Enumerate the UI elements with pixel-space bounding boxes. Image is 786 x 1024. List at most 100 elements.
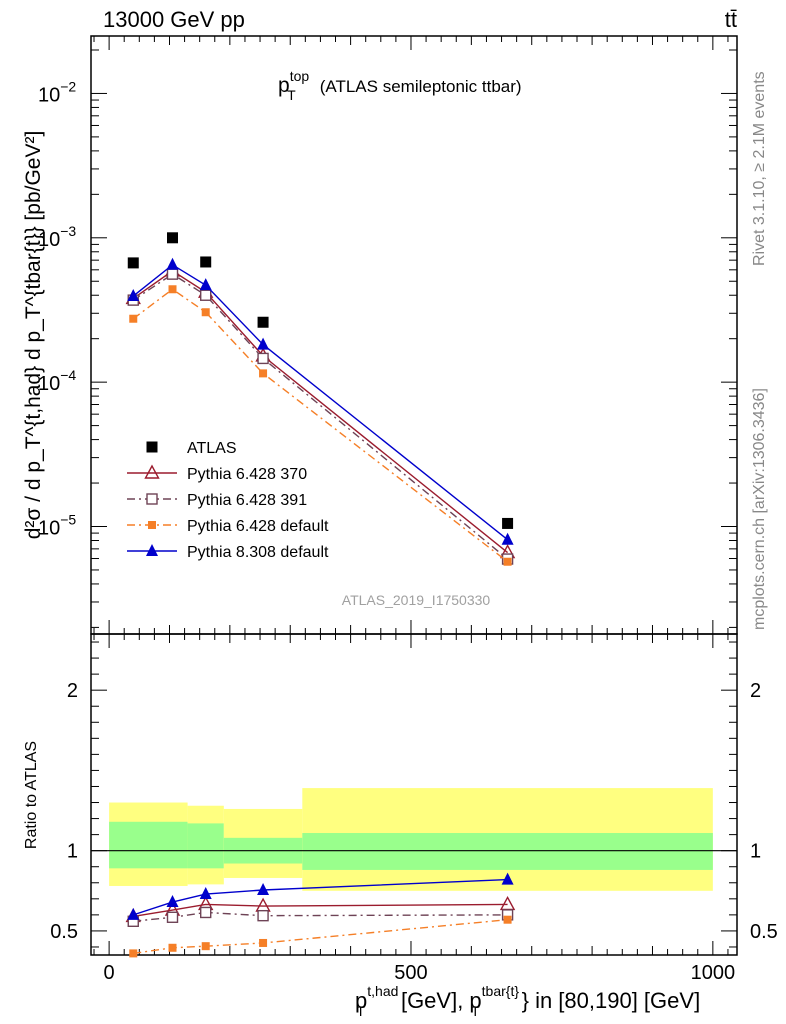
main-y-tick-label: 10−2 (38, 78, 76, 106)
ratio-line (133, 903, 508, 918)
data-point (148, 521, 156, 529)
data-point (255, 897, 271, 912)
legend-entry: ATLAS (146, 440, 237, 457)
data-point (144, 464, 160, 479)
data-point (199, 887, 212, 900)
data-point (501, 872, 514, 885)
legend-label: Pythia 6.428 391 (187, 492, 307, 509)
tick-exp: −3 (60, 223, 76, 239)
ratio-y-tick-label: 1 (67, 841, 78, 863)
data-point (127, 257, 139, 269)
data-point (257, 909, 269, 922)
title-sub: T (287, 87, 296, 103)
ratio-series-pythia-6-428-default (129, 915, 512, 958)
xlabel-p1: p (355, 988, 367, 1013)
data-point (127, 907, 140, 920)
data-point (503, 557, 512, 566)
ratio-band-green (187, 823, 224, 869)
chart-title: ptop T (ATLAS semileptonic ttbar) (278, 68, 522, 103)
data-point (200, 906, 212, 919)
series-line (132, 288, 509, 563)
xlabel-p2: [GeV], p (401, 988, 482, 1013)
ratio-ylabel-text: Ratio to ATLAS (23, 741, 40, 849)
ratio-panel-frame (90, 633, 738, 956)
ratio-line (133, 911, 508, 922)
data-point (201, 308, 210, 317)
rivet-label: Rivet 3.1.10, ≥ 2.1M events (751, 71, 768, 266)
tick-base: 10 (38, 517, 60, 539)
tick-base: 10 (38, 84, 60, 106)
data-point (129, 949, 138, 958)
title-sup: top (290, 68, 310, 84)
data-point (166, 268, 179, 280)
x-tick-label: 1000 (691, 962, 736, 984)
data-point (503, 915, 512, 924)
series-pythia-6-428-default (129, 285, 512, 566)
ratio-y-tick-label: 0.5 (50, 921, 78, 943)
legend-entry: Pythia 6.428 370 (127, 464, 307, 483)
legend-entry: Pythia 6.428 391 (127, 492, 307, 509)
ratio-y-tick-label-right: 1 (750, 841, 761, 863)
xlabel-sub1: T (356, 1003, 365, 1019)
x-tick-label: 0 (104, 962, 115, 984)
main-ylabel-text: d²σ / d p_T^{t,had} d p_T^{tbar{t}} [pb/… (22, 131, 45, 540)
x-tick-label: 500 (394, 962, 427, 984)
energy-label: 13000 GeV pp (103, 7, 245, 32)
series-line (132, 270, 509, 554)
title-suffix: (ATLAS semileptonic ttbar) (320, 77, 522, 96)
xlabel-sup1: t,had (367, 983, 398, 999)
data-point (127, 289, 140, 302)
series-pythia-8-308-default (127, 257, 514, 545)
ratio-axis-ticks: 0 500 1000 0.5 0.5 1 1 2 2 (50, 634, 778, 984)
main-axis-ticks: 10−510−410−310−2 (38, 36, 737, 634)
main-y-tick-label: 10−3 (38, 223, 76, 251)
tick-base: 10 (38, 229, 60, 251)
data-point (259, 938, 268, 947)
data-point (199, 278, 212, 291)
ratio-ylabel: Ratio to ATLAS (23, 741, 40, 849)
main-y-tick-label: 10−5 (38, 511, 76, 539)
ratio-plot-area (125, 872, 516, 958)
legend-entry: Pythia 6.428 default (127, 518, 329, 535)
ratio-y-tick-label-right: 0.5 (750, 921, 778, 943)
data-point (200, 289, 212, 301)
data-point (257, 316, 269, 328)
tick-exp: −2 (60, 78, 76, 94)
ratio-series-pythia-6-428-370 (125, 895, 516, 923)
data-point (259, 369, 268, 378)
data-point (146, 493, 158, 505)
process-label: tt̄ (725, 7, 737, 32)
ratio-band-green (302, 833, 713, 870)
data-point (201, 942, 210, 951)
ratio-bands (91, 788, 737, 891)
data-point (166, 257, 179, 270)
ratio-band-green (109, 821, 188, 869)
legend-label: Pythia 6.428 370 (187, 466, 307, 483)
legend: ATLAS Pythia 6.428 370 Pythia 6.428 391 Pyt… (127, 440, 329, 561)
ratio-series-pythia-8-308-default (127, 872, 514, 920)
data-point (502, 517, 514, 529)
tick-exp: −5 (60, 511, 76, 527)
main-plot-area (125, 232, 516, 566)
ratio-y-tick-label-right: 2 (750, 680, 761, 702)
data-point (146, 441, 158, 453)
ratio-series-pythia-6-428-391 (127, 906, 514, 927)
xlabel-sub2: T (471, 1003, 480, 1019)
data-point (257, 882, 270, 895)
data-point (166, 911, 179, 923)
series-line (132, 273, 509, 560)
legend-entry: Pythia 8.308 default (127, 544, 329, 561)
legend-label: ATLAS (187, 440, 237, 457)
main-ylabel: d²σ / d p_T^{t,had} d p_T^{tbar{t}} [pb/… (22, 131, 45, 540)
xlabel-sup2: tbar{t} (482, 983, 520, 999)
data-point (166, 895, 179, 908)
series-atlas (127, 232, 514, 529)
data-point (168, 943, 177, 952)
data-point (129, 314, 138, 323)
data-point (167, 232, 179, 244)
mcplots-label: mcplots.cern.ch [arXiv:1306.3436] (751, 388, 768, 630)
tick-exp: −4 (60, 367, 76, 383)
xlabel-tail: } in [80,190] [GeV] (522, 988, 701, 1013)
data-point (200, 256, 212, 268)
